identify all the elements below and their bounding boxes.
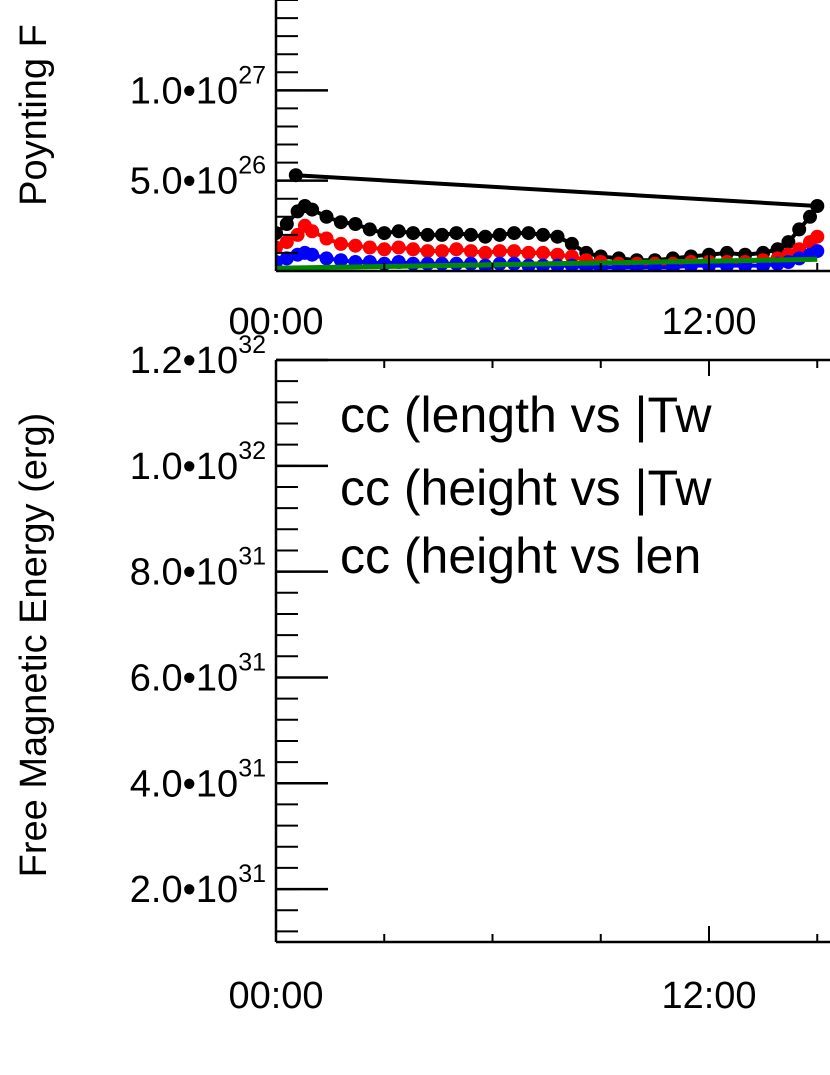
data-point [449,226,464,241]
data-point [564,236,579,251]
data-point [435,244,449,259]
data-point [435,227,449,242]
data-point [810,244,825,259]
free-energy-ylabel: Free Magnetic Energy (erg) [13,413,55,878]
free-energy-axes [274,358,830,944]
poynting-ylabel-text: Poynting F [13,24,55,206]
y-tick-label: 5.0•1026 [130,152,266,203]
data-point [449,242,464,257]
data-point [391,240,406,255]
free-energy-y-ticks: 2.0•1031 4.0•1031 6.0•1031 8.0•1031 1.0•1032… [130,331,328,933]
y-tick-label: 4.0•1031 [130,754,266,805]
legend-entry-2: cc (height vs |Tw [340,460,712,516]
data-point [550,229,565,244]
data-point [478,245,493,260]
data-point [803,209,817,224]
data-point [492,244,507,259]
poynting-y-ticks: 5.0•1026 1.0•1027 [130,0,328,272]
data-point [521,226,536,241]
data-point [792,222,807,237]
x-tick-label: 12:00 [661,975,756,1017]
y-tick-label: 8.0•1031 [130,543,266,594]
series-line [276,256,818,271]
poynting-axes [274,0,830,273]
data-point [348,238,363,253]
series-connector [276,173,821,263]
data-point [333,236,348,251]
data-point [521,245,536,260]
legend-entry-1: cc (length vs |Tw [340,387,712,443]
free-energy-x-ticks: 00:00 12:00 [228,360,819,1017]
data-point [276,226,283,241]
x-tick-label: 00:00 [228,301,323,343]
y-tick-label: 1.0•1032 [130,437,266,488]
data-point [478,229,493,244]
data-point [319,209,334,224]
data-point [319,231,334,246]
data-point [463,244,478,259]
free-energy-ylabel-text: Free Magnetic Energy (erg) [13,413,55,878]
poynting-flux-panel: Poynting F 5.0•1026 1.0•1027 00:00 12:00 [13,0,830,343]
y-tick-label: 1.0•1027 [130,61,266,112]
data-point [507,226,522,241]
data-point [536,227,550,242]
data-point [279,251,294,266]
data-point [377,242,392,257]
poynting-plot-area [276,168,825,271]
x-tick-label: 12:00 [661,301,756,343]
data-point [536,245,550,260]
data-point [463,227,478,242]
y-tick-label: 1.2•1032 [130,331,266,382]
data-point [507,244,522,259]
data-point [333,253,348,268]
free-energy-panel: Free Magnetic Energy (erg) 2.0•1031 4.0•1… [13,331,830,1017]
data-point [288,168,303,183]
x-tick-label: 00:00 [228,975,323,1017]
data-point [319,251,334,266]
data-point [406,226,421,241]
data-point [420,227,435,242]
data-point [810,229,825,244]
data-point [550,247,565,262]
legend-entry-3: cc (height vs len [340,528,701,584]
y-tick-label: 6.0•1031 [130,648,266,699]
poynting-series-group [276,168,825,271]
data-point [305,247,320,262]
data-point [333,215,348,230]
data-point [279,235,294,250]
poynting-ylabel: Poynting F [13,24,55,206]
data-point [362,222,377,237]
data-point [279,217,294,231]
y-tick-label: 2.0•1031 [130,860,266,911]
free-energy-legend: cc (length vs |Tw cc (height vs |Tw cc (… [340,387,712,584]
data-point [362,240,377,255]
data-point [492,227,507,242]
data-point [348,217,363,231]
data-point [406,242,421,257]
data-point [377,226,392,241]
data-point [781,235,796,250]
data-point [391,224,406,239]
data-point [420,244,435,259]
poynting-x-ticks: 00:00 12:00 [228,255,819,343]
data-point [810,199,825,213]
data-point [305,202,320,217]
data-point [305,224,320,239]
